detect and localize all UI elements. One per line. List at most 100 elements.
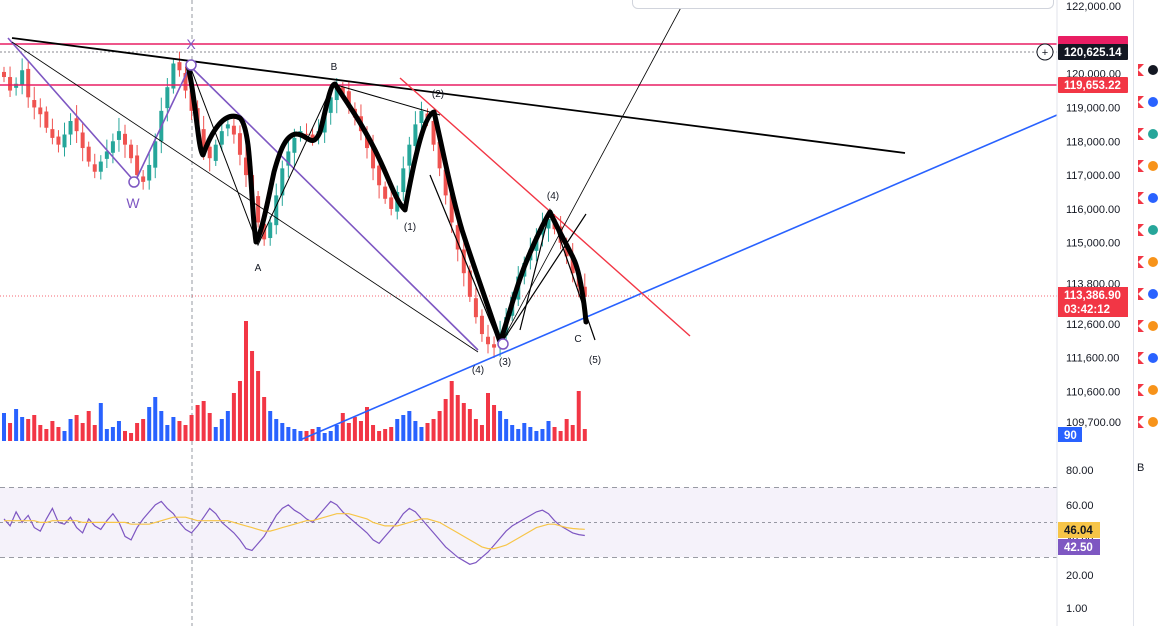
candle-body bbox=[86, 146, 91, 162]
volume-bar bbox=[358, 421, 363, 441]
level-tag-lower-bg bbox=[1058, 77, 1128, 93]
candle-body bbox=[280, 168, 285, 196]
volume-bar bbox=[26, 419, 31, 441]
flag-shape bbox=[1138, 224, 1144, 236]
candle-body bbox=[201, 129, 206, 149]
alert-flag-icon[interactable] bbox=[1138, 192, 1158, 204]
drawings-layer[interactable]: W X A B C (1) (2) (3) (4) (4) (5) bbox=[0, 0, 1058, 441]
alert-flag-icon[interactable] bbox=[1138, 320, 1158, 332]
candle-body bbox=[443, 169, 448, 196]
candle-body bbox=[50, 129, 55, 138]
volume-bar bbox=[8, 423, 13, 441]
rsi-tick-label: 80.00 bbox=[1066, 465, 1094, 477]
volume-bar bbox=[14, 409, 19, 441]
candle-body bbox=[365, 133, 369, 149]
wave-label-6: (2) bbox=[432, 89, 444, 100]
volume-bar bbox=[116, 421, 121, 441]
price-tick-label: 122,000.00 bbox=[1066, 1, 1121, 13]
thin-channel-line bbox=[11, 41, 479, 353]
volume-bar bbox=[207, 413, 212, 441]
candle-body bbox=[479, 315, 484, 335]
wave-label-4: C bbox=[574, 334, 581, 345]
volume-bar bbox=[286, 427, 291, 441]
candle-body bbox=[244, 157, 248, 176]
volume-bar bbox=[201, 401, 206, 441]
volume-bar bbox=[346, 423, 351, 441]
candle-body bbox=[328, 97, 333, 113]
volume-bar bbox=[225, 411, 230, 441]
side-label: B bbox=[1137, 462, 1145, 474]
volume-bar bbox=[540, 429, 545, 441]
candle-body bbox=[32, 100, 37, 108]
volume-bar bbox=[377, 431, 382, 441]
volume-bar bbox=[564, 419, 569, 441]
rsi-tick-label: 20.00 bbox=[1066, 570, 1094, 582]
volume-bar bbox=[455, 395, 460, 441]
volume-bar bbox=[510, 425, 515, 441]
candle-body bbox=[383, 186, 388, 199]
elliott-wave-path bbox=[185, 63, 589, 345]
volume-bar bbox=[292, 429, 297, 441]
candle-body bbox=[237, 133, 242, 155]
alert-flag-icon[interactable] bbox=[1138, 128, 1158, 140]
volume-bar bbox=[219, 419, 224, 441]
candle-body bbox=[389, 197, 394, 209]
wave-label-9: (4) bbox=[472, 365, 484, 376]
volume-bar bbox=[141, 419, 146, 441]
flag-shape bbox=[1138, 416, 1144, 428]
candle-body bbox=[461, 249, 466, 274]
candle-body bbox=[213, 144, 218, 161]
volume-bar bbox=[237, 381, 242, 441]
flag-shape bbox=[1138, 128, 1144, 140]
alert-flag-icon[interactable] bbox=[1138, 416, 1158, 428]
symbol-dot bbox=[1148, 97, 1158, 107]
volume-bar bbox=[407, 411, 412, 441]
alert-flag-icon[interactable] bbox=[1138, 384, 1158, 396]
volume-bar bbox=[38, 425, 43, 441]
alert-flag-icon[interactable] bbox=[1138, 160, 1158, 172]
alert-flag-icon[interactable] bbox=[1138, 224, 1158, 236]
volume-bar bbox=[256, 371, 261, 441]
symbol-dot bbox=[1148, 353, 1158, 363]
alert-flag-icon[interactable] bbox=[1138, 352, 1158, 364]
candle-body bbox=[80, 132, 85, 149]
volume-bar bbox=[177, 421, 182, 441]
alert-flag-icon[interactable] bbox=[1138, 288, 1158, 300]
flag-shape bbox=[1138, 352, 1144, 364]
flag-shape bbox=[1138, 288, 1144, 300]
volume-bar bbox=[195, 405, 200, 441]
top-overlay-panel[interactable] bbox=[632, 0, 1054, 9]
volume-bar bbox=[244, 321, 248, 441]
volume-bar bbox=[135, 423, 140, 441]
rsi-series-1 bbox=[4, 513, 585, 550]
volume-bar bbox=[274, 419, 279, 441]
alert-flag-icon[interactable] bbox=[1138, 256, 1158, 268]
volume-bar bbox=[498, 411, 503, 441]
candle-body bbox=[377, 165, 382, 186]
candle-body bbox=[486, 336, 490, 345]
volume-bar bbox=[328, 431, 333, 441]
candle-body bbox=[14, 83, 19, 88]
volume-bar bbox=[86, 411, 91, 441]
candle-body bbox=[98, 161, 103, 172]
alert-flag-icon[interactable] bbox=[1138, 64, 1158, 76]
candle-body bbox=[292, 137, 297, 153]
wave-label-1: X bbox=[186, 36, 196, 52]
candle-body bbox=[116, 131, 121, 140]
red-channel-line bbox=[399, 77, 691, 337]
volume-bar bbox=[371, 425, 376, 441]
rsi-series-0 bbox=[3, 500, 585, 565]
volume-bar bbox=[401, 415, 406, 441]
candle-body bbox=[26, 68, 31, 98]
candle-body bbox=[56, 136, 61, 145]
volume-bar bbox=[528, 427, 533, 441]
candle-body bbox=[401, 168, 406, 193]
volume-bar bbox=[280, 423, 285, 441]
rsi-ma-tag-text: 46.04 bbox=[1064, 525, 1093, 537]
volume-bar bbox=[425, 423, 430, 441]
crosshair-tag-text: 120,625.14 bbox=[1064, 47, 1122, 59]
candle-body bbox=[437, 141, 442, 169]
volume-badge-text: 90 bbox=[1064, 430, 1077, 442]
alert-flag-icon[interactable] bbox=[1138, 96, 1158, 108]
